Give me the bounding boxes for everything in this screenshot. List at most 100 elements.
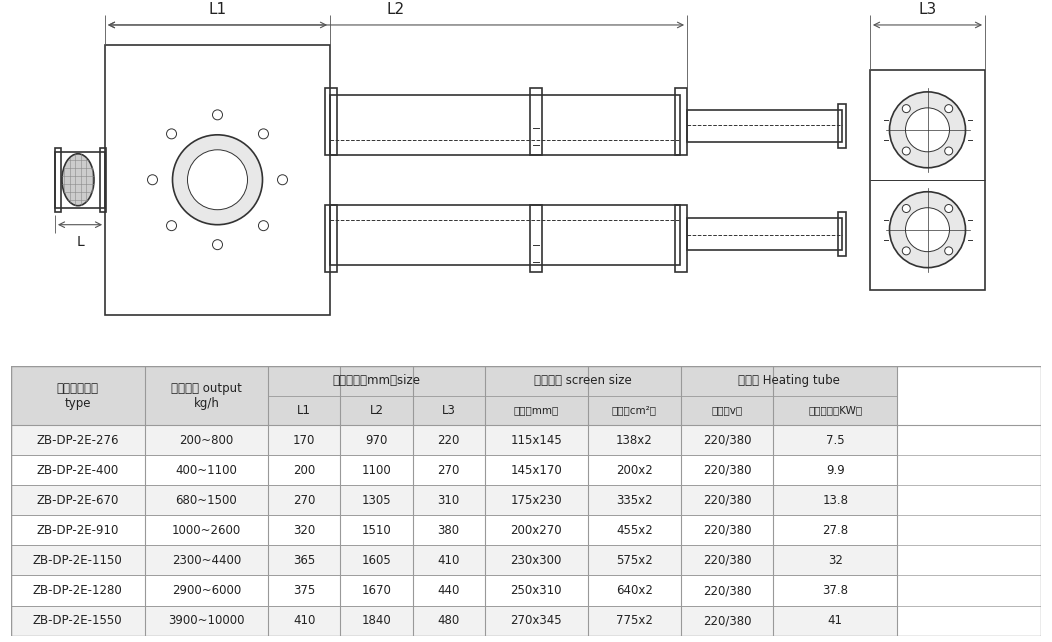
Bar [773, 605, 897, 636]
Text: ZB-DP-2E-400: ZB-DP-2E-400 [37, 464, 119, 477]
Text: 115x145: 115x145 [510, 434, 562, 447]
Text: 2900~6000: 2900~6000 [171, 584, 241, 597]
Bar [681, 605, 773, 636]
Bar [588, 425, 681, 455]
Bar [681, 546, 773, 575]
Circle shape [945, 105, 953, 112]
Text: 直径（mm）: 直径（mm） [513, 406, 559, 415]
Bar [268, 516, 341, 546]
Bar [485, 455, 588, 485]
Bar [105, 45, 330, 315]
Text: 27.8: 27.8 [823, 524, 848, 537]
Bar [11, 366, 144, 425]
Bar [773, 575, 897, 605]
Bar [341, 516, 412, 546]
Text: 970: 970 [365, 434, 388, 447]
Circle shape [945, 247, 953, 255]
Text: 220: 220 [438, 434, 460, 447]
Text: 7.5: 7.5 [826, 434, 845, 447]
Bar [530, 88, 542, 155]
Bar [681, 485, 773, 516]
Text: L1: L1 [208, 2, 226, 17]
Text: ZB-DP-2E-670: ZB-DP-2E-670 [37, 494, 119, 507]
Text: 1840: 1840 [362, 614, 391, 627]
Text: 1510: 1510 [362, 524, 391, 537]
Circle shape [890, 92, 966, 168]
Text: 32: 32 [828, 554, 843, 567]
Bar [144, 425, 268, 455]
Text: 138x2: 138x2 [615, 434, 652, 447]
Circle shape [903, 205, 910, 213]
Bar [144, 485, 268, 516]
Bar [412, 605, 485, 636]
Text: 1670: 1670 [362, 584, 391, 597]
Circle shape [903, 147, 910, 155]
Text: 200x270: 200x270 [510, 524, 562, 537]
Text: 375: 375 [294, 584, 316, 597]
Bar [144, 546, 268, 575]
Circle shape [945, 147, 953, 155]
Text: L1: L1 [298, 404, 311, 417]
Circle shape [906, 208, 950, 252]
Text: 400~1100: 400~1100 [176, 464, 238, 477]
Text: ZB-DP-2E-1150: ZB-DP-2E-1150 [33, 554, 122, 567]
Bar [681, 516, 773, 546]
Text: 145x170: 145x170 [510, 464, 562, 477]
Text: 滤网尺寸 screen size: 滤网尺寸 screen size [533, 374, 631, 387]
Text: 320: 320 [294, 524, 316, 537]
Text: 250x310: 250x310 [510, 584, 562, 597]
Circle shape [213, 239, 223, 250]
Bar [330, 95, 680, 155]
Bar [485, 485, 588, 516]
Text: L3: L3 [918, 2, 936, 17]
Text: 270x345: 270x345 [510, 614, 562, 627]
Text: L2: L2 [369, 404, 384, 417]
Bar [341, 485, 412, 516]
Circle shape [890, 192, 966, 268]
Text: 410: 410 [438, 554, 460, 567]
Circle shape [278, 175, 287, 185]
Text: 410: 410 [294, 614, 316, 627]
Bar [11, 485, 144, 516]
Text: 335x2: 335x2 [615, 494, 652, 507]
Bar [341, 425, 412, 455]
Circle shape [903, 247, 910, 255]
Text: 1000~2600: 1000~2600 [171, 524, 241, 537]
Text: 1305: 1305 [362, 494, 391, 507]
Circle shape [166, 221, 177, 230]
Bar [268, 455, 341, 485]
Bar [675, 88, 687, 155]
Text: 365: 365 [294, 554, 316, 567]
Bar [268, 485, 341, 516]
Bar [11, 516, 144, 546]
Bar [341, 366, 412, 425]
Text: 380: 380 [438, 524, 460, 537]
Text: 220/380: 220/380 [703, 554, 751, 567]
Bar [485, 546, 588, 575]
Text: 加热器 Heating tube: 加热器 Heating tube [737, 374, 839, 387]
Text: 加热功率（KW）: 加热功率（KW） [808, 406, 863, 415]
Text: 200x2: 200x2 [615, 464, 652, 477]
Text: 适用产量 output
kg/h: 适用产量 output kg/h [171, 381, 242, 410]
Circle shape [147, 175, 158, 185]
Bar [412, 485, 485, 516]
Bar [485, 516, 588, 546]
Text: 220/380: 220/380 [703, 584, 751, 597]
Text: 220/380: 220/380 [703, 434, 751, 447]
Bar [11, 546, 144, 575]
Text: 480: 480 [438, 614, 460, 627]
Bar [838, 104, 846, 148]
Bar [412, 546, 485, 575]
Bar [55, 152, 105, 208]
Bar [412, 455, 485, 485]
Bar [681, 575, 773, 605]
Bar [268, 366, 341, 425]
Text: 270: 270 [438, 464, 460, 477]
Bar [588, 575, 681, 605]
Bar [341, 546, 412, 575]
Circle shape [945, 205, 953, 213]
Text: 640x2: 640x2 [615, 584, 652, 597]
Bar [341, 605, 412, 636]
Bar [773, 366, 897, 425]
Bar [773, 455, 897, 485]
